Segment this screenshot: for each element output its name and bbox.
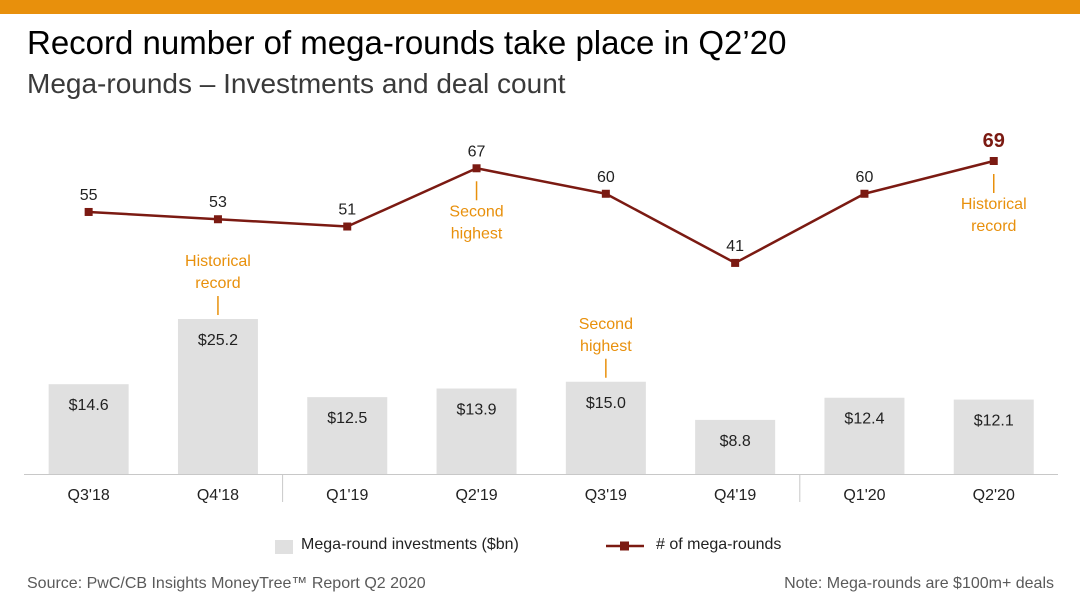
- line-series-mega-rounds: [88, 159, 995, 265]
- line-value-label: 60: [856, 169, 874, 186]
- x-tick-label: Q2'20: [973, 487, 1015, 504]
- bar-value-label: $12.1: [974, 413, 1014, 430]
- bar-value-label: $15.0: [586, 395, 626, 412]
- bar-value-label: $25.2: [198, 332, 238, 349]
- line-value-label: 51: [338, 202, 356, 219]
- annotation-text: Historical: [185, 253, 251, 270]
- line-value-label: 53: [209, 194, 227, 211]
- line-point-6: [860, 189, 869, 198]
- bar-5: [695, 419, 776, 474]
- x-tick-label: Q3'19: [585, 487, 627, 504]
- legend-bar-label: Mega-round investments ($bn): [301, 536, 519, 553]
- line-value-label: 60: [597, 169, 615, 186]
- line-point-4: [601, 189, 610, 198]
- bar-value-label: $12.4: [844, 411, 884, 428]
- line-point-7: [989, 157, 998, 165]
- line-point-1: [213, 215, 222, 224]
- line-value-label: 41: [726, 238, 744, 255]
- x-tick-label: Q1'19: [326, 487, 368, 504]
- footnote: Note: Mega-rounds are $100m+ deals: [784, 575, 1054, 592]
- legend-bar-swatch: [275, 540, 293, 554]
- line-value-label: 69: [983, 130, 1005, 152]
- x-tick-label: Q4'19: [714, 487, 756, 504]
- annotation-text: record: [971, 218, 1016, 235]
- line-point-5: [731, 258, 740, 267]
- line-point-3: [472, 164, 481, 173]
- bar-1: [177, 319, 258, 474]
- bar-value-label: $8.8: [720, 433, 751, 450]
- x-tick-label: Q1'20: [843, 487, 885, 504]
- annotation-text: record: [195, 275, 240, 292]
- bar-value-label: $12.5: [327, 410, 367, 427]
- annotation-text: Historical: [961, 196, 1027, 213]
- line-value-label: 55: [80, 187, 98, 204]
- annotation-text: highest: [451, 225, 503, 242]
- bar-4: [565, 381, 646, 474]
- annotation-text: Second: [579, 316, 633, 333]
- bar-0: [48, 384, 129, 474]
- bar-2: [307, 397, 388, 474]
- bar-3: [436, 388, 517, 474]
- bar-value-label: $13.9: [457, 402, 497, 419]
- chart-title: Record number of mega-rounds take place …: [27, 24, 787, 61]
- line-point-0: [84, 207, 93, 216]
- legend-line-swatch: [606, 541, 644, 551]
- source-note: Source: PwC/CB Insights MoneyTree™ Repor…: [27, 575, 426, 592]
- x-tick-label: Q4'18: [197, 487, 239, 504]
- top-accent-bar: [0, 0, 1080, 14]
- annotation-text: Second: [449, 203, 503, 220]
- legend-line-label: # of mega-rounds: [656, 536, 782, 553]
- annotation-text: highest: [580, 338, 632, 355]
- bar-7: [953, 399, 1034, 474]
- chart-subtitle: Mega-rounds – Investments and deal count: [27, 68, 566, 99]
- x-tick-label: Q2'19: [455, 487, 497, 504]
- x-tick-label: Q3'18: [68, 487, 110, 504]
- bar-value-label: $14.6: [69, 397, 109, 414]
- line-value-label: 67: [468, 143, 486, 160]
- line-point-2: [343, 222, 352, 231]
- bar-6: [824, 397, 905, 474]
